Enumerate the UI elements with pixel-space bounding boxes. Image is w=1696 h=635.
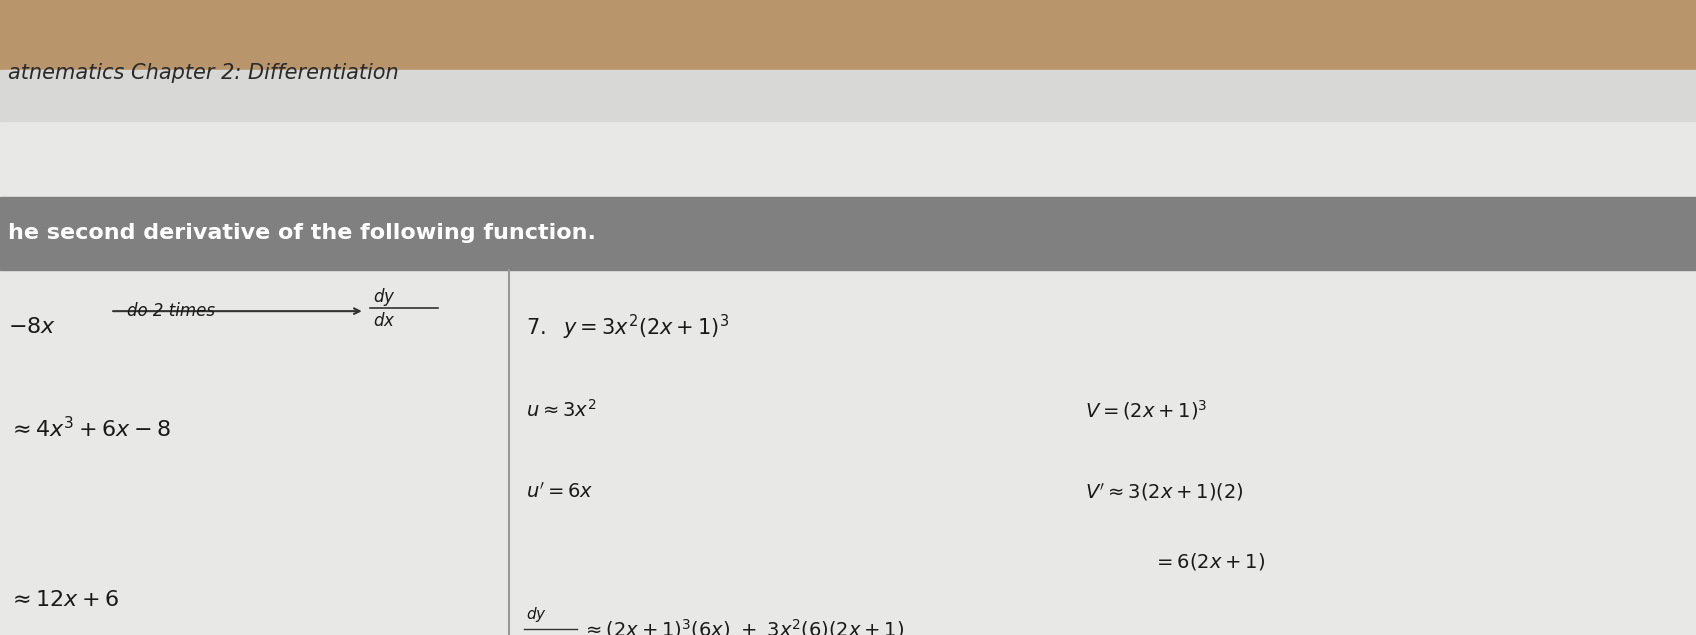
Text: $dx$: $dx$ (373, 312, 395, 330)
Text: he second derivative of the following function.: he second derivative of the following fu… (8, 224, 597, 243)
Text: $V' \approx 3(2x+1)(2)$: $V' \approx 3(2x+1)(2)$ (1085, 481, 1245, 503)
Text: $\approx 12x + 6$: $\approx 12x + 6$ (8, 590, 119, 610)
Text: $-8x$: $-8x$ (8, 317, 56, 337)
Text: do 2 times: do 2 times (127, 302, 215, 320)
Bar (0, 197, 1696, 270)
Text: $\approx 4x^3 + 6x - 8$: $\approx 4x^3 + 6x - 8$ (8, 416, 171, 441)
Bar (0, 83, 1696, 635)
Text: $V = (2x+1)^3$: $V = (2x+1)^3$ (1085, 398, 1208, 422)
Text: atnematics Chapter 2: Differentiation: atnematics Chapter 2: Differentiation (8, 63, 399, 83)
Text: $dy$: $dy$ (373, 286, 395, 307)
Bar (0, 70, 1696, 121)
Text: $dy$: $dy$ (526, 605, 546, 624)
Text: $\approx (2x+1)^3(6x)\ +\ 3x^2(6)(2x+1)$: $\approx (2x+1)^3(6x)\ +\ 3x^2(6)(2x+1)$ (582, 617, 904, 635)
Bar (0, 0, 1696, 83)
Text: $u' = 6x$: $u' = 6x$ (526, 482, 594, 502)
Text: $7.\ \ y = 3x^2(2x+1)^3$: $7.\ \ y = 3x^2(2x+1)^3$ (526, 312, 729, 342)
Text: $= 6(2x+1)$: $= 6(2x+1)$ (1153, 551, 1265, 573)
Text: $u \approx 3x^2$: $u \approx 3x^2$ (526, 399, 597, 420)
